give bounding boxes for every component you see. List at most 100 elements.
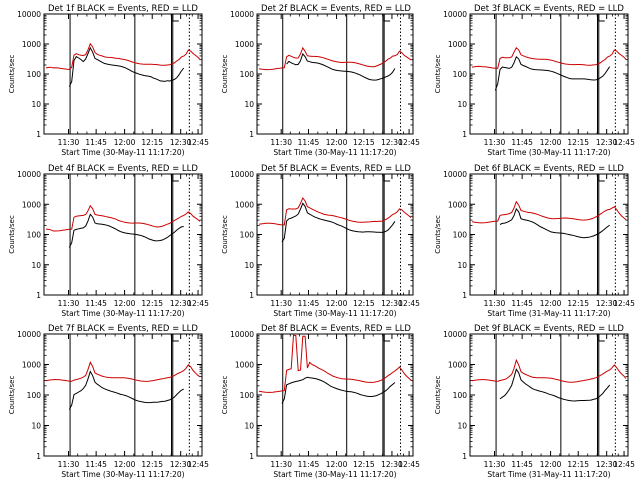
marker-bracket	[172, 174, 179, 182]
x-tick-label: 12:00	[114, 460, 136, 469]
x-tick-label: 11:30	[484, 460, 506, 469]
marker-bracket	[383, 174, 391, 182]
x-tick-label: 12:00	[540, 299, 562, 308]
x-axis-label: Start Time (30-May-11 11:17:20)	[273, 148, 396, 157]
y-tick-label: 10	[457, 261, 467, 270]
x-tick-label: 11:45	[85, 138, 107, 147]
y-tick-label: 10000	[17, 10, 41, 19]
y-tick-label: 10	[457, 422, 467, 431]
x-axis-label: Start Time (30-May-11 11:17:20)	[61, 309, 184, 318]
lld-series-line	[471, 47, 627, 69]
x-axis-label: Start Time (30-May-11 11:17:20)	[273, 470, 396, 479]
panel-8: Det 8f BLACK = Events, RED = LLD 1 10 100 10…	[221, 324, 420, 479]
y-tick-label: 1	[462, 130, 467, 139]
x-tick-label: 12:45	[613, 299, 635, 308]
y-axis-label: Counts/sec	[8, 55, 16, 94]
y-tick-label: 10	[244, 100, 254, 109]
x-tick-label: 12:45	[398, 460, 420, 469]
marker-bracket	[383, 14, 391, 22]
panel-2: Det 2f BLACK = Events, RED = LLD 1 10 100 10…	[221, 4, 420, 157]
x-tick-label: 12:00	[540, 138, 562, 147]
y-tick-label: 1000	[448, 361, 467, 370]
y-tick-label: 10000	[17, 330, 41, 339]
y-axis-label: Counts/sec	[221, 376, 229, 415]
x-tick-label: 12:30	[170, 299, 192, 308]
y-tick-label: 100	[240, 231, 255, 240]
x-tick-label: 12:15	[353, 138, 375, 147]
lld-series-line	[45, 204, 201, 232]
x-tick-label: 12:45	[187, 138, 209, 147]
y-tick-label: 10000	[443, 10, 467, 19]
x-tick-label: 12:30	[170, 460, 192, 469]
y-tick-label: 100	[453, 70, 468, 79]
y-tick-label: 1000	[448, 200, 467, 209]
lld-series-line	[258, 334, 412, 393]
x-tick-label: 12:45	[398, 299, 420, 308]
x-tick-label: 11:30	[270, 460, 292, 469]
x-axis-label: Start Time (31-May-11 11:17:20)	[487, 470, 610, 479]
x-tick-label: 12:00	[326, 460, 348, 469]
y-tick-label: 100	[240, 391, 255, 400]
y-tick-label: 10	[31, 422, 41, 431]
marker-bracket	[598, 174, 605, 182]
y-tick-label: 10	[31, 100, 41, 109]
x-tick-label: 12:00	[326, 138, 348, 147]
y-tick-label: 10	[31, 261, 41, 270]
panel-title: Det 3f BLACK = Events, RED = LLD	[474, 4, 624, 14]
y-tick-label: 100	[27, 70, 42, 79]
marker-bracket	[172, 334, 179, 342]
x-tick-label: 12:15	[567, 460, 589, 469]
lld-series-line	[471, 200, 627, 224]
lld-series-line	[258, 46, 412, 71]
y-tick-label: 10000	[443, 170, 467, 179]
y-axis-label: Counts/sec	[8, 215, 16, 254]
y-tick-label: 100	[27, 231, 42, 240]
y-tick-label: 10000	[443, 330, 467, 339]
x-tick-label: 12:15	[353, 299, 375, 308]
y-tick-label: 10	[244, 422, 254, 431]
events-series-line	[499, 207, 610, 239]
lld-series-line	[45, 42, 201, 71]
y-tick-label: 10000	[17, 170, 41, 179]
events-series-line	[68, 213, 184, 248]
events-series-line	[281, 202, 396, 243]
panel-5: Det 5f BLACK = Events, RED = LLD 1 10 100 10…	[221, 164, 420, 318]
y-tick-label: 1000	[235, 200, 254, 209]
marker-bracket	[598, 334, 605, 342]
x-tick-label: 12:00	[114, 299, 136, 308]
x-tick-label: 12:45	[613, 460, 635, 469]
panel-title: Det 6f BLACK = Events, RED = LLD	[474, 164, 624, 174]
y-tick-label: 100	[240, 70, 255, 79]
x-tick-label: 12:30	[381, 299, 403, 308]
y-tick-label: 1	[462, 291, 467, 300]
x-tick-label: 12:15	[567, 138, 589, 147]
y-tick-label: 10000	[230, 170, 254, 179]
y-tick-label: 1000	[22, 200, 41, 209]
x-axis-label: Start Time (31-May-11 11:17:20)	[487, 309, 610, 318]
x-tick-label: 12:30	[596, 460, 618, 469]
y-axis-label: Counts/sec	[221, 55, 229, 94]
x-axis-label: Start Time (30-May-11 11:17:20)	[61, 148, 184, 157]
y-tick-label: 10000	[230, 330, 254, 339]
y-tick-label: 1	[249, 452, 254, 461]
x-tick-label: 11:45	[298, 138, 320, 147]
x-tick-label: 11:45	[85, 299, 107, 308]
x-tick-label: 12:30	[381, 460, 403, 469]
x-tick-label: 12:30	[596, 299, 618, 308]
panel-9: Det 9f BLACK = Events, RED = LLD 1 10 100 10…	[434, 324, 635, 479]
y-axis-label: Counts/sec	[434, 376, 442, 415]
events-series-line	[499, 368, 611, 402]
y-tick-label: 1	[249, 130, 254, 139]
x-tick-label: 12:45	[398, 138, 420, 147]
y-tick-label: 1000	[235, 40, 254, 49]
x-tick-label: 12:45	[613, 138, 635, 147]
x-axis-label: Start Time (30-May-11 11:17:20)	[273, 309, 396, 318]
panel-title: Det 5f BLACK = Events, RED = LLD	[261, 164, 411, 174]
y-tick-label: 100	[453, 391, 468, 400]
panel-title: Det 4f BLACK = Events, RED = LLD	[48, 164, 198, 174]
y-tick-label: 10	[457, 100, 467, 109]
panel-6: Det 6f BLACK = Events, RED = LLD 1 10 100 10…	[434, 164, 635, 318]
x-tick-label: 12:45	[187, 299, 209, 308]
